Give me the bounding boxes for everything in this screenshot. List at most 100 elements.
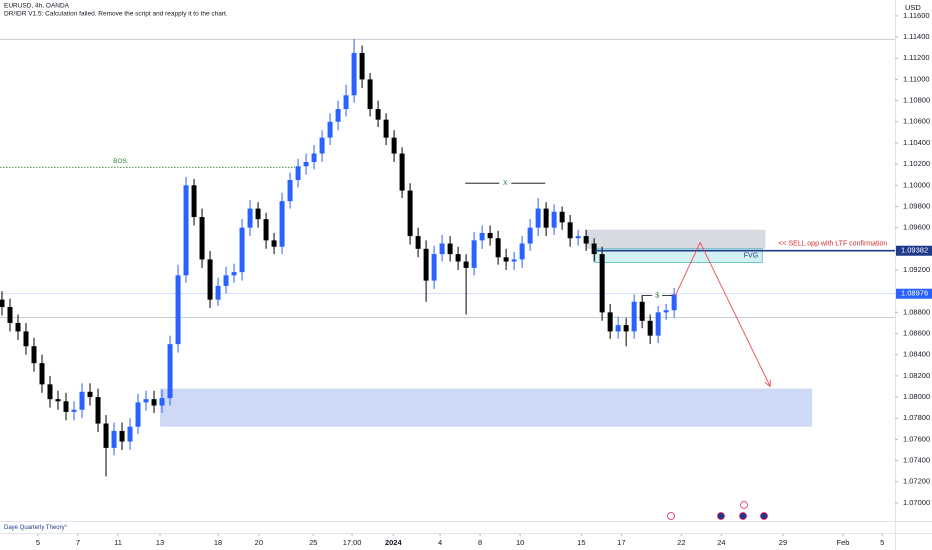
candle-body: [343, 95, 349, 110]
candle-body: [31, 346, 37, 364]
candle-body: [551, 211, 557, 228]
sell-price-tag-bg: [896, 245, 932, 256]
y-tick-label: 1.08000: [903, 392, 930, 401]
candle-body: [135, 402, 141, 427]
candle-body: [503, 257, 509, 262]
candle-body: [247, 208, 253, 228]
y-tick-label: 1.11200: [903, 53, 930, 62]
liquidity-label: $: [655, 292, 659, 299]
supply-zone: [585, 229, 766, 249]
candle-body: [199, 217, 205, 260]
event-icon: [760, 512, 768, 520]
candle-body: [559, 211, 565, 223]
candle-body: [647, 320, 653, 336]
x-tick-label: 18: [214, 538, 222, 547]
candle-body: [327, 121, 333, 138]
event-icon: [717, 512, 725, 520]
candle-body: [127, 426, 133, 442]
x-tick-label: 4: [438, 538, 442, 547]
fvg-label: FVG: [744, 253, 758, 260]
candle-body: [535, 208, 541, 228]
candle-body: [303, 162, 309, 167]
y-tick-label: 1.10800: [903, 96, 930, 105]
candle-body: [591, 243, 597, 255]
candle-body: [143, 399, 149, 403]
y-tick-label: 1.10600: [903, 117, 930, 126]
y-tick-label: 1.11400: [903, 32, 930, 41]
x-tick-label: 24: [717, 538, 725, 547]
candle-body: [527, 227, 533, 244]
y-tick-label: 1.07000: [903, 498, 930, 507]
candle-body: [223, 275, 229, 286]
bos-label: BOS: [113, 158, 127, 165]
candle-body: [575, 236, 581, 239]
candle-body: [335, 109, 341, 122]
candle-body: [95, 397, 101, 424]
x-tick-label: 2024: [385, 538, 403, 547]
candle-body: [439, 243, 445, 255]
candle-body: [567, 222, 573, 239]
x-tick-label: 25: [309, 538, 317, 547]
x-tick-label: 17:00: [343, 538, 362, 547]
candle-body: [407, 190, 413, 237]
x-tick-label: 5: [880, 538, 884, 547]
sell-price-tag: 1.09382: [901, 246, 928, 255]
candle-body: [167, 344, 173, 399]
candle-body: [495, 238, 501, 258]
x-tick-label: 15: [577, 538, 585, 547]
candle-body: [415, 236, 421, 249]
candle-body: [583, 236, 589, 244]
candle-body: [375, 109, 381, 120]
x-tick-label: 20: [255, 538, 263, 547]
y-tick-label: 1.08400: [903, 350, 930, 359]
candle-body: [23, 331, 29, 347]
candle-body: [639, 301, 645, 321]
candle-body: [255, 208, 261, 220]
candle-body: [463, 261, 469, 268]
sell-label: << SELL opp with LTF confirmation: [778, 241, 887, 248]
candle-body: [655, 312, 661, 336]
y-tick-label: 1.09800: [903, 201, 930, 210]
event-icon: [739, 512, 747, 520]
x-tick-label: Feb: [837, 538, 850, 547]
x-range-label: X: [503, 180, 508, 187]
candle-body: [383, 119, 389, 138]
candle-body: [319, 137, 325, 154]
y-tick-label: 1.11000: [903, 74, 930, 83]
projection-path: [674, 241, 771, 387]
indicator-name: Daye Quarterly Theory°: [4, 525, 68, 531]
candle-body: [111, 430, 117, 448]
y-tick-label: 1.09200: [903, 265, 930, 274]
candle-body: [671, 294, 677, 311]
x-tick-label: 13: [156, 538, 164, 547]
y-tick-label: 1.08600: [903, 329, 930, 338]
candle-body: [55, 399, 61, 402]
candle-body: [15, 322, 21, 332]
y-tick-label: 1.08800: [903, 307, 930, 316]
candle-body: [311, 153, 317, 162]
candle-body: [0, 299, 5, 308]
currency-label: USD: [905, 3, 921, 12]
x-tick-label: 11: [114, 538, 122, 547]
x-tick-label: 29: [779, 538, 787, 547]
y-tick-label: 1.10000: [903, 180, 930, 189]
x-label-bg: [499, 179, 512, 188]
y-tick-label: 1.09600: [903, 223, 930, 232]
candle-body: [631, 301, 637, 332]
candle-body: [543, 208, 549, 228]
event-icon: [667, 512, 675, 520]
candle-body: [471, 240, 477, 268]
candle-body: [47, 384, 53, 400]
candle-body: [239, 227, 245, 273]
y-tick-label: 1.10400: [903, 138, 930, 147]
fvg-border: [594, 248, 763, 263]
candle-body: [183, 185, 189, 276]
candle-body: [151, 399, 157, 406]
candle-body: [119, 430, 125, 442]
candle-body: [207, 259, 213, 300]
event-icons: [667, 501, 768, 520]
candle-body: [663, 310, 669, 313]
y-tick-label: 1.07400: [903, 456, 930, 465]
candle-body: [175, 275, 181, 345]
